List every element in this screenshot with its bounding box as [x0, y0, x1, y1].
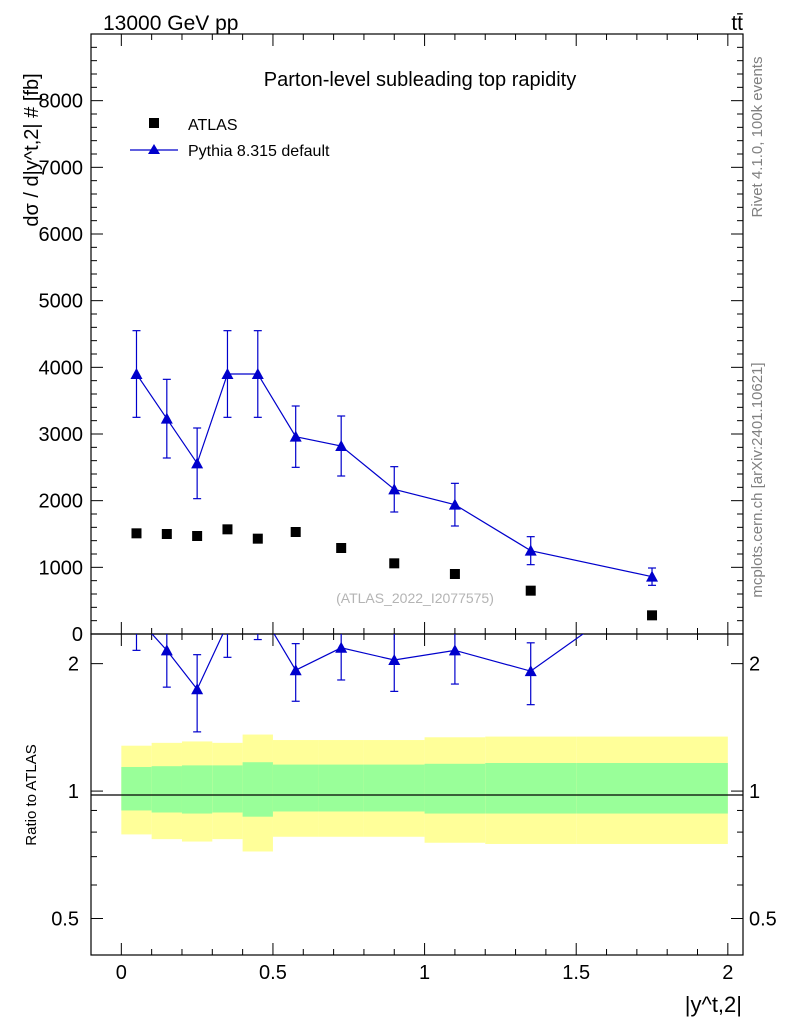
- x-axis-title: |y^t,2|: [685, 992, 742, 1017]
- atlas-point: [389, 558, 400, 569]
- ratio-y-tick-label-right: 2: [749, 654, 760, 676]
- ratio-point: [289, 664, 302, 676]
- ratio-series-clipped: [132, 634, 584, 733]
- atlas-point: [449, 569, 460, 579]
- ratio-inner-band: [181, 765, 213, 814]
- x-tick-label: 0: [116, 962, 127, 984]
- x-tick-label: 1.5: [562, 962, 590, 984]
- ratio-point: [388, 654, 401, 666]
- atlas-point: [525, 585, 536, 596]
- atlas-point: [336, 543, 347, 553]
- x-tick-label: 2: [722, 962, 733, 984]
- ratio-y-tick-label: 2: [68, 654, 79, 676]
- main-y-tick-label: 4000: [39, 357, 84, 379]
- legend-pythia-label: Pythia 8.315 default: [188, 143, 330, 160]
- ratio-inner-band: [576, 763, 728, 814]
- energy-label: 13000 GeV pp: [103, 12, 238, 35]
- legend: ATLAS Pythia 8.315 default: [130, 117, 330, 160]
- atlas-point: [252, 533, 263, 544]
- pythia-point: [335, 440, 348, 451]
- main-y-tick-label: 1000: [39, 557, 84, 579]
- process-label: tt̄: [731, 12, 743, 35]
- main-y-tick-label: 3000: [39, 424, 84, 446]
- ratio-point: [335, 641, 348, 653]
- ratio-point: [191, 683, 204, 695]
- pythia-point: [221, 368, 234, 379]
- analysis-watermark: (ATLAS_2022_I2077575): [336, 590, 494, 606]
- ratio-y-tick-label-right: 0.5: [749, 909, 777, 931]
- atlas-point: [290, 527, 301, 537]
- ratio-inner-band: [485, 763, 577, 814]
- atlas-point: [222, 524, 233, 535]
- ratio-point: [524, 665, 537, 677]
- main-y-tick-label: 0: [72, 624, 83, 646]
- pythia-point: [646, 570, 659, 582]
- x-axis: 0 0.5 1 1.5 2: [116, 634, 733, 984]
- mcplots-source-label: mcplots.cern.ch [arXiv:2401.10621]: [749, 362, 766, 597]
- main-y-tick-label: 6000: [39, 224, 84, 246]
- legend-pythia-marker: [148, 144, 160, 154]
- ratio-point: [160, 644, 173, 656]
- pythia-point: [289, 430, 302, 442]
- ratio-y-tick-label: 0.5: [51, 909, 79, 931]
- pythia-point: [388, 483, 401, 495]
- ratio-y-tick-label: 1: [68, 781, 79, 803]
- pythia-point: [191, 457, 204, 469]
- main-y-axis: 0 1000 2000 3000 4000 5000 6000 7000 8000: [39, 33, 743, 646]
- ratio-inner-band: [363, 764, 425, 812]
- ratio-uncertainty-bands: [121, 734, 728, 852]
- x-tick-label: 1: [419, 962, 430, 984]
- main-y-tick-label: 5000: [39, 291, 84, 313]
- ratio-inner-band: [121, 766, 152, 811]
- x-tick-label: 0.5: [259, 962, 287, 984]
- ratio-y-axis-title-text: Ratio to ATLAS: [23, 744, 40, 845]
- ratio-inner-band: [151, 766, 182, 813]
- main-y-tick-label: 7000: [39, 157, 84, 179]
- atlas-point: [131, 528, 142, 539]
- atlas-point: [192, 531, 203, 541]
- ratio-inner-band: [242, 762, 273, 817]
- ratio-inner-band: [212, 765, 243, 813]
- ratio-y-axis: 0.5 0.5 1 1 2 2: [51, 654, 777, 931]
- main-y-axis-title-text: dσ / d|y^t,2| # [fb]: [21, 73, 43, 226]
- main-x-ticks: [120, 34, 729, 634]
- ratio-inner-band: [318, 764, 364, 812]
- ratio-point: [448, 644, 461, 656]
- atlas-point: [161, 529, 172, 539]
- rivet-info-label: Rivet 4.1.0, 100k events: [749, 57, 766, 218]
- main-panel: 0 1000 2000 3000 4000 5000 6000 7000 8000 Parton…: [21, 33, 744, 646]
- ratio-series: [132, 634, 584, 733]
- pythia-point: [130, 368, 143, 379]
- legend-atlas-label: ATLAS: [188, 117, 238, 134]
- plot-title: Parton-level subleading top rapidity: [264, 69, 576, 91]
- ratio-y-axis-title: Ratio to ATLAS: [23, 744, 40, 845]
- ratio-panel: 0.5 0.5 1 1 2 2 0 0.5 1 1.5 2 Ratio to ATLAS |y^t…: [23, 633, 777, 1017]
- pythia-point: [448, 498, 461, 510]
- atlas-point: [647, 610, 658, 621]
- main-y-tick-label: 2000: [39, 491, 84, 513]
- pythia-point: [524, 544, 537, 556]
- main-series: [130, 330, 659, 621]
- legend-atlas-marker: [149, 118, 159, 128]
- main-y-tick-label: 8000: [39, 91, 84, 113]
- pythia-point: [160, 412, 173, 424]
- ratio-y-tick-label-right: 1: [749, 781, 760, 803]
- ratio-inner-band: [424, 763, 486, 814]
- ratio-inner-band: [272, 764, 319, 812]
- main-y-axis-title: dσ / d|y^t,2| # [fb]: [21, 73, 43, 226]
- pythia-point: [251, 368, 264, 379]
